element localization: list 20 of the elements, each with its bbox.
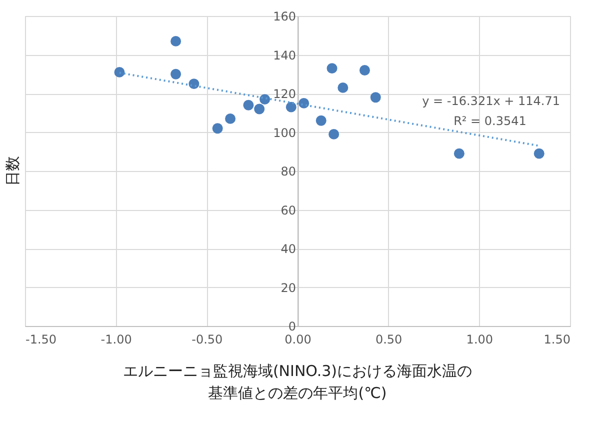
x-tick-label: 1.50 [544,332,570,346]
y-tick-label: 80 [280,164,296,178]
x-tick-label: -1.50 [26,332,57,346]
y-tick-label: 120 [273,87,296,101]
y-tick-label: 0 [288,320,296,334]
x-tick-label: -0.50 [192,332,223,346]
y-tick-label: 100 [273,126,296,140]
x-tick-label: 0.00 [284,332,312,346]
y-tick-label: 40 [280,242,296,256]
y-tick-label: 60 [280,203,296,218]
x-tick-label: -1.00 [100,332,132,346]
annotation: R² = 0.3541 [454,114,526,128]
x-tick-label: 0.50 [375,332,402,346]
y-tick-label: 20 [280,280,296,295]
annotation: y = -16.321x + 114.71 [422,94,560,108]
x-tick-label: 1.00 [466,332,494,346]
x-axis-title: エルニーニョ監視海域(NINO.3)における海面水温の基準値との差の年平均(℃) [122,362,472,402]
y-tick-label: 140 [273,48,296,62]
y-tick-label: 160 [273,10,296,24]
y-axis-title: 日数 [4,156,22,186]
